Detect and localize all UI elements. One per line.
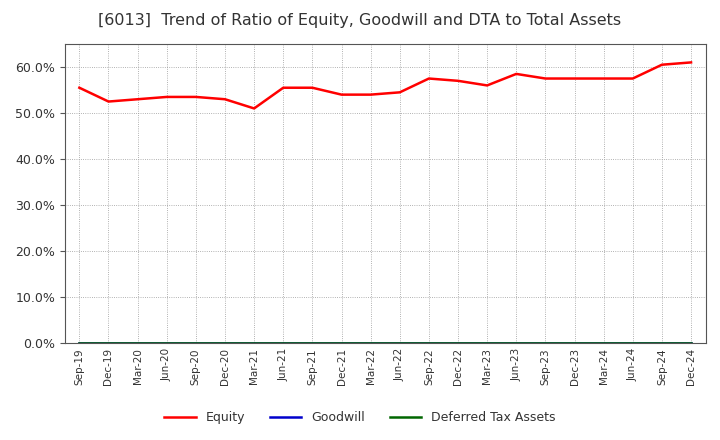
Equity bbox=[629, 76, 637, 81]
Deferred Tax Assets bbox=[657, 341, 666, 346]
Deferred Tax Assets bbox=[279, 341, 287, 346]
Equity bbox=[250, 106, 258, 111]
Equity bbox=[75, 85, 84, 90]
Deferred Tax Assets bbox=[104, 341, 113, 346]
Deferred Tax Assets bbox=[687, 341, 696, 346]
Equity bbox=[657, 62, 666, 67]
Equity bbox=[425, 76, 433, 81]
Goodwill bbox=[279, 341, 287, 346]
Equity bbox=[192, 94, 200, 99]
Equity bbox=[163, 94, 171, 99]
Deferred Tax Assets bbox=[133, 341, 142, 346]
Equity bbox=[395, 90, 404, 95]
Deferred Tax Assets bbox=[570, 341, 579, 346]
Line: Equity: Equity bbox=[79, 62, 691, 108]
Equity bbox=[541, 76, 550, 81]
Deferred Tax Assets bbox=[366, 341, 375, 346]
Goodwill bbox=[192, 341, 200, 346]
Equity bbox=[570, 76, 579, 81]
Goodwill bbox=[512, 341, 521, 346]
Equity bbox=[687, 60, 696, 65]
Goodwill bbox=[629, 341, 637, 346]
Goodwill bbox=[220, 341, 229, 346]
Equity bbox=[512, 71, 521, 77]
Deferred Tax Assets bbox=[163, 341, 171, 346]
Goodwill bbox=[104, 341, 113, 346]
Deferred Tax Assets bbox=[308, 341, 317, 346]
Goodwill bbox=[570, 341, 579, 346]
Deferred Tax Assets bbox=[599, 341, 608, 346]
Deferred Tax Assets bbox=[483, 341, 492, 346]
Goodwill bbox=[454, 341, 462, 346]
Equity bbox=[308, 85, 317, 90]
Deferred Tax Assets bbox=[250, 341, 258, 346]
Goodwill bbox=[308, 341, 317, 346]
Goodwill bbox=[425, 341, 433, 346]
Deferred Tax Assets bbox=[541, 341, 550, 346]
Equity bbox=[220, 97, 229, 102]
Deferred Tax Assets bbox=[395, 341, 404, 346]
Goodwill bbox=[75, 341, 84, 346]
Legend: Equity, Goodwill, Deferred Tax Assets: Equity, Goodwill, Deferred Tax Assets bbox=[159, 407, 561, 429]
Equity bbox=[104, 99, 113, 104]
Text: [6013]  Trend of Ratio of Equity, Goodwill and DTA to Total Assets: [6013] Trend of Ratio of Equity, Goodwil… bbox=[99, 13, 621, 28]
Equity bbox=[133, 97, 142, 102]
Goodwill bbox=[366, 341, 375, 346]
Goodwill bbox=[250, 341, 258, 346]
Goodwill bbox=[483, 341, 492, 346]
Deferred Tax Assets bbox=[220, 341, 229, 346]
Deferred Tax Assets bbox=[337, 341, 346, 346]
Goodwill bbox=[657, 341, 666, 346]
Deferred Tax Assets bbox=[192, 341, 200, 346]
Equity bbox=[366, 92, 375, 97]
Goodwill bbox=[541, 341, 550, 346]
Equity bbox=[337, 92, 346, 97]
Deferred Tax Assets bbox=[454, 341, 462, 346]
Goodwill bbox=[133, 341, 142, 346]
Goodwill bbox=[337, 341, 346, 346]
Deferred Tax Assets bbox=[75, 341, 84, 346]
Goodwill bbox=[163, 341, 171, 346]
Deferred Tax Assets bbox=[425, 341, 433, 346]
Deferred Tax Assets bbox=[512, 341, 521, 346]
Goodwill bbox=[687, 341, 696, 346]
Deferred Tax Assets bbox=[629, 341, 637, 346]
Equity bbox=[483, 83, 492, 88]
Goodwill bbox=[395, 341, 404, 346]
Equity bbox=[279, 85, 287, 90]
Goodwill bbox=[599, 341, 608, 346]
Equity bbox=[599, 76, 608, 81]
Equity bbox=[454, 78, 462, 84]
